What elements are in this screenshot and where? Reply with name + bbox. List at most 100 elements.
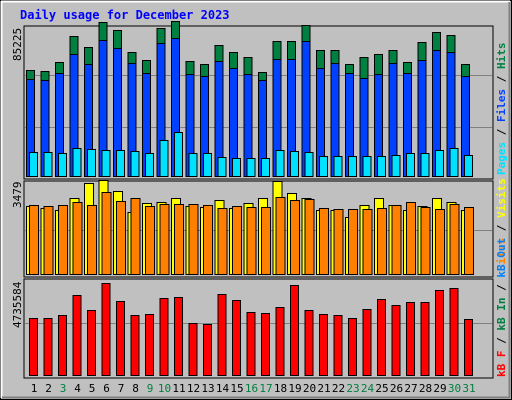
- bar-kbf: [217, 294, 227, 376]
- bar-sites: [391, 205, 402, 275]
- chart-title: Daily usage for December 2023: [20, 8, 230, 22]
- ymax-label-kb: 4735584: [11, 281, 24, 328]
- bar-sites: [232, 206, 242, 275]
- bar-pages: [319, 156, 328, 177]
- bar-kbf: [130, 315, 140, 376]
- day-label: 11: [172, 382, 185, 395]
- bar-pages: [304, 152, 314, 177]
- day-label: 5: [89, 382, 96, 395]
- bar-sites: [333, 209, 344, 275]
- legend-kbout: kB Out: [495, 238, 508, 278]
- bar-sites: [304, 199, 315, 275]
- ymax-label-hits: 85225: [11, 28, 24, 61]
- bar-sites: [449, 204, 460, 275]
- bar-pages: [101, 150, 111, 177]
- bar-sites: [362, 209, 373, 275]
- legend-visits: Visits: [495, 178, 508, 218]
- bar-pages: [87, 149, 96, 177]
- bar-sites: [246, 207, 257, 275]
- day-label: 31: [462, 382, 475, 395]
- day-label: 1: [31, 382, 38, 395]
- bar-sites: [348, 209, 358, 275]
- bar-kbf: [232, 300, 241, 376]
- bar-pages: [449, 148, 459, 177]
- bar-kbf: [319, 314, 328, 376]
- legend-sep-2: /: [495, 69, 508, 89]
- bar-sites: [72, 202, 83, 275]
- bar-pages: [261, 158, 270, 177]
- bar-kbf: [116, 301, 125, 376]
- bar-sites: [261, 207, 271, 275]
- day-label: 7: [118, 382, 125, 395]
- day-label: 29: [433, 382, 446, 395]
- day-label: 28: [419, 382, 432, 395]
- bar-kbf: [464, 319, 473, 376]
- ymax-label-visits: 3479: [11, 182, 24, 209]
- bar-sites: [464, 207, 474, 275]
- bar-kbf: [145, 314, 154, 376]
- day-label: 15: [230, 382, 243, 395]
- bar-kbf: [246, 312, 256, 376]
- legend-sep-3: /: [495, 218, 508, 238]
- day-label: 6: [103, 382, 110, 395]
- legend-kbf: kB F: [495, 351, 508, 378]
- bar-sites: [29, 205, 39, 275]
- bar-pages: [246, 158, 256, 177]
- bar-sites: [174, 204, 184, 275]
- bar-pages: [72, 148, 82, 177]
- bar-sites: [159, 204, 170, 275]
- bar-sites: [58, 205, 68, 275]
- legend-kbin: kB In: [495, 298, 508, 331]
- day-label: 16: [245, 382, 258, 395]
- legend-sep-5: /: [495, 278, 508, 298]
- legend-hits-files-pages: Pages / Files / Hits: [495, 43, 508, 176]
- bar-sites: [188, 204, 199, 275]
- bar-sites: [420, 207, 431, 275]
- bar-kbf: [290, 285, 299, 376]
- bar-kbf: [261, 313, 270, 376]
- day-label: 23: [346, 382, 359, 395]
- bar-sites: [145, 206, 155, 275]
- bar-kbf: [43, 318, 53, 376]
- bar-sites: [290, 200, 300, 275]
- bar-pages: [43, 152, 53, 177]
- bar-kbf: [174, 297, 183, 376]
- legend-sep-1: /: [495, 122, 508, 142]
- day-label: 22: [332, 382, 345, 395]
- bar-sites: [87, 205, 97, 275]
- bar-pages: [406, 153, 415, 177]
- bar-kbf: [391, 305, 401, 376]
- bar-pages: [348, 156, 357, 177]
- bar-kbf: [435, 290, 444, 376]
- bar-kbf: [377, 299, 386, 376]
- bar-kbf: [348, 318, 357, 376]
- bar-sites: [101, 192, 112, 275]
- bar-kbf: [203, 324, 212, 376]
- bar-kbf: [406, 302, 415, 376]
- bar-pages: [130, 151, 140, 177]
- legend-pages: Pages: [495, 142, 508, 175]
- bar-pages: [275, 150, 285, 177]
- bars-kb: [29, 283, 473, 376]
- bar-pages: [362, 156, 372, 177]
- bar-pages: [217, 157, 227, 177]
- bar-kbf: [333, 315, 343, 376]
- bar-pages: [29, 152, 38, 177]
- day-label: 4: [74, 382, 81, 395]
- bar-kbf: [188, 323, 198, 376]
- bar-sites: [130, 198, 141, 275]
- x-axis-day-labels: 1 2 3 4 5 6 7 8 9 10 11 12 13 14 15 16 17 18 19 20 21 22 23 24 2…: [31, 382, 476, 395]
- bar-sites: [435, 209, 445, 275]
- bar-pages: [333, 156, 343, 177]
- bar-pages: [464, 155, 473, 177]
- bar-kbf: [29, 318, 38, 376]
- legend-hits: Hits: [495, 43, 508, 70]
- day-label: 8: [132, 382, 139, 395]
- bar-pages: [377, 156, 386, 177]
- bar-pages: [174, 132, 183, 177]
- bar-pages: [145, 153, 154, 177]
- bar-sites: [275, 197, 286, 275]
- legend-sep-4: /: [495, 331, 508, 351]
- day-label: 3: [60, 382, 67, 395]
